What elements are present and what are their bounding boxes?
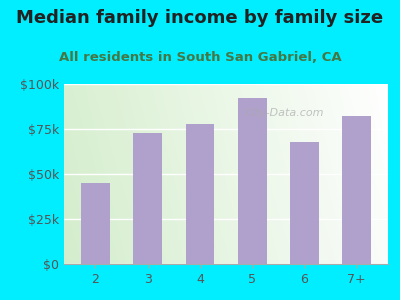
Text: Median family income by family size: Median family income by family size <box>16 9 384 27</box>
Text: All residents in South San Gabriel, CA: All residents in South San Gabriel, CA <box>59 51 341 64</box>
Bar <box>238 98 266 264</box>
Bar <box>133 133 162 264</box>
Bar <box>342 116 371 264</box>
Bar <box>290 142 319 264</box>
Text: City-Data.com: City-Data.com <box>244 108 324 118</box>
Bar <box>81 183 110 264</box>
Bar <box>186 124 214 264</box>
